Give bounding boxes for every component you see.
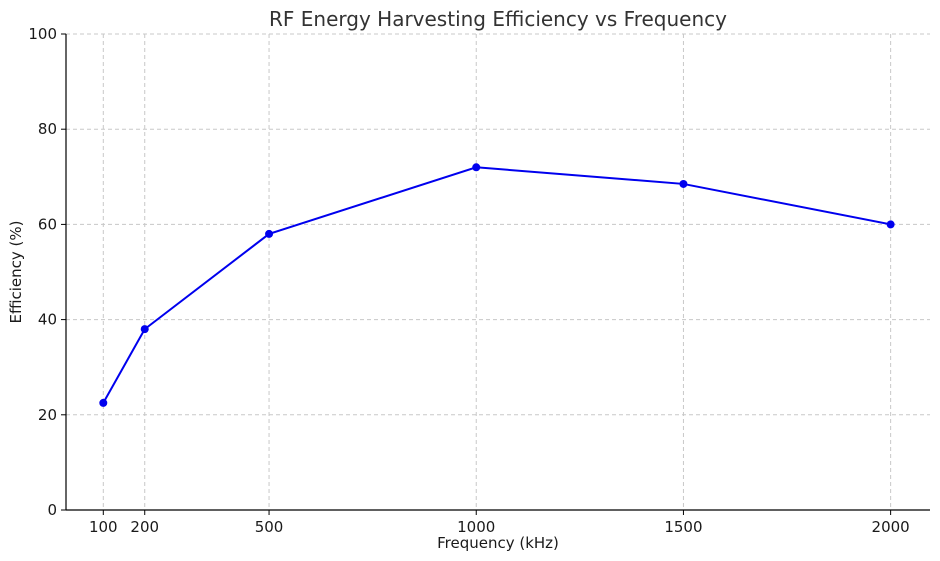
y-tick-label: 60: [38, 215, 57, 233]
ticks: 100 200 500 1000 1500 2000 0 20 40 60 80 100: [28, 25, 909, 536]
data-point: [886, 220, 895, 229]
efficiency-series-line: [102, 166, 891, 404]
grid: [66, 33, 930, 511]
x-tick-label: 100: [89, 518, 118, 536]
y-tick-label: 80: [38, 120, 57, 138]
x-tick-label: 200: [130, 518, 159, 536]
series: [99, 163, 895, 407]
data-point: [140, 325, 149, 334]
y-tick-label: 20: [38, 406, 57, 424]
y-axis-label: Efficiency (%): [7, 221, 25, 324]
data-point: [265, 229, 274, 238]
x-tick-label: 1500: [664, 518, 702, 536]
axes: [65, 34, 930, 511]
x-tick-label: 500: [255, 518, 284, 536]
x-tick-label: 1000: [457, 518, 495, 536]
y-tick-label: 100: [28, 25, 57, 43]
chart-title: RF Energy Harvesting Efficiency vs Frequ…: [269, 7, 727, 31]
y-tick-label: 0: [47, 501, 57, 519]
data-point: [99, 398, 108, 407]
data-point: [472, 163, 481, 172]
y-tick-label: 40: [38, 311, 57, 329]
data-point: [679, 179, 688, 188]
x-axis-label: Frequency (kHz): [437, 534, 559, 552]
x-tick-label: 2000: [872, 518, 910, 536]
